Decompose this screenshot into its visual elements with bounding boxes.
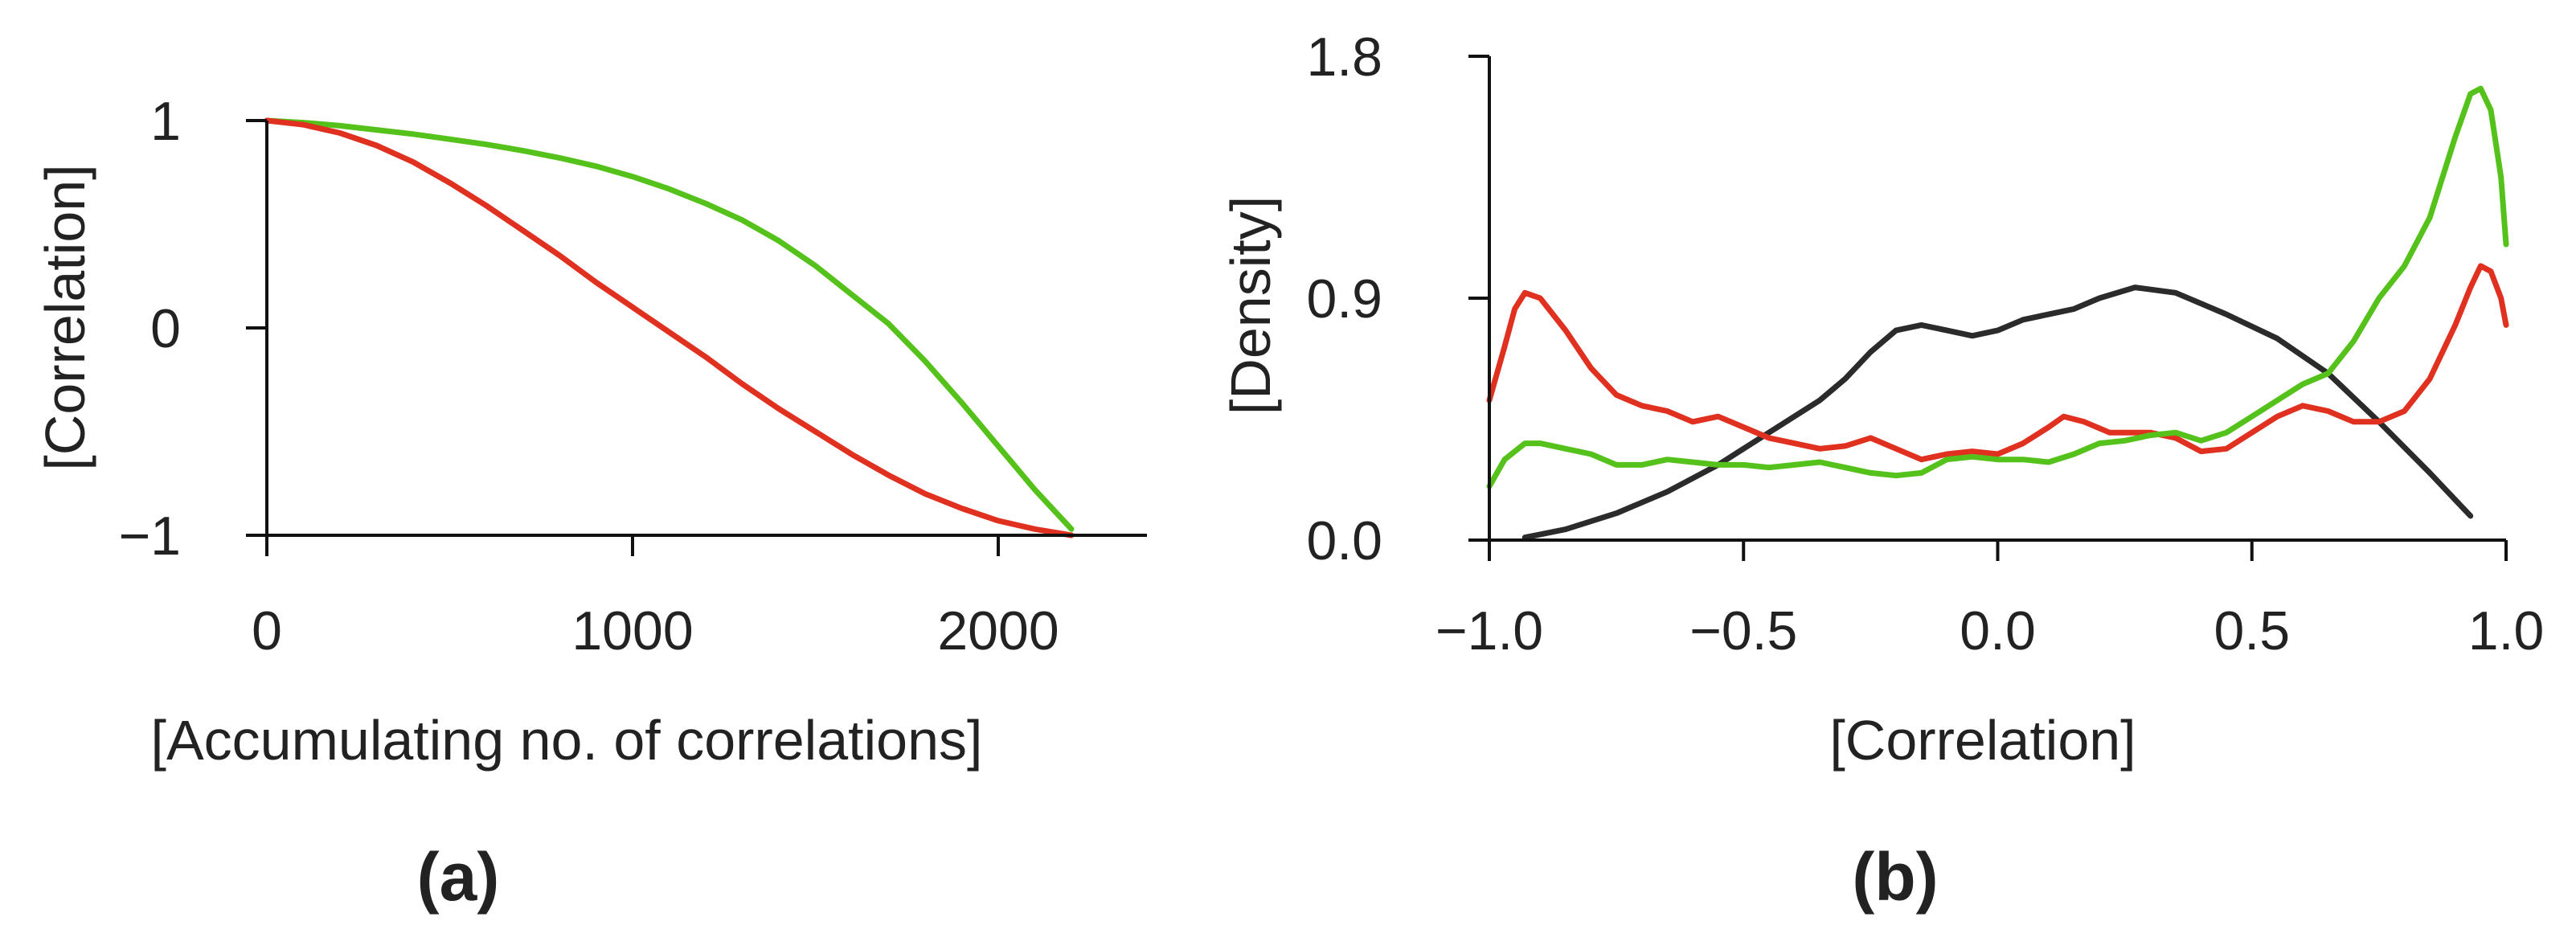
chart-b-y-axis-title: [Density] — [1219, 196, 1282, 415]
chart-a-series-green-line — [264, 117, 1075, 532]
chart-a-x-axis-title: [Accumulating no. of correlations] — [151, 709, 983, 772]
chart-b-x-tick-label: 0.0 — [1960, 600, 2036, 661]
chart-a-ticks: 0 1000 2000 −1 0 1 — [118, 91, 1059, 661]
chart-a-panel-label: (a) — [417, 839, 500, 915]
chart-a-y-axis-title: [Correlation] — [34, 164, 96, 470]
chart-b-x-tick-label: 1.0 — [2468, 600, 2545, 661]
chart-a-series-group — [264, 117, 1075, 538]
chart-b-series-green-line — [1486, 85, 2509, 489]
chart-a-y-tick-label: 0 — [150, 298, 181, 359]
chart-b-panel-label: (b) — [1852, 839, 1938, 915]
chart-a-x-tick-label: 1000 — [571, 600, 693, 661]
chart-b-y-tick-label: 0.9 — [1306, 268, 1382, 330]
chart-b-y-tick-label: 0.0 — [1306, 510, 1382, 571]
chart-b-series-group — [1486, 85, 2509, 541]
chart-b-x-tick-label: −0.5 — [1689, 600, 1797, 661]
chart-a-series-red-line — [264, 117, 1075, 538]
chart-b-y-tick-label: 1.8 — [1306, 27, 1382, 88]
chart-b: −1.0 −0.5 0.0 0.5 1.0 0.0 0.9 1.8 [Correlation]… — [1219, 27, 2544, 915]
chart-a-x-tick-label: 2000 — [937, 600, 1059, 661]
chart-b-ticks: −1.0 −0.5 0.0 0.5 1.0 0.0 0.9 1.8 — [1306, 27, 2544, 661]
chart-b-x-tick-label: −1.0 — [1435, 600, 1543, 661]
chart-a-y-tick-label: −1 — [118, 506, 181, 567]
chart-b-x-tick-label: 0.5 — [2214, 600, 2290, 661]
chart-b-series-red-line — [1486, 263, 2509, 463]
chart-b-x-axis-title: [Correlation] — [1829, 709, 2136, 772]
chart-b-series-black-line — [1521, 285, 2474, 541]
chart-a: 0 1000 2000 −1 0 1 [Accumulating no. of corre… — [34, 91, 1147, 915]
chart-a-x-tick-label: 0 — [252, 600, 282, 661]
chart-a-y-tick-label: 1 — [150, 91, 181, 152]
